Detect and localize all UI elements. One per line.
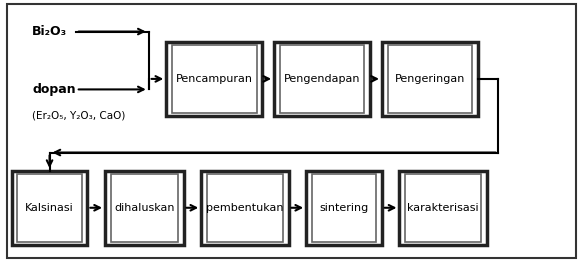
Text: (Er₂O₅, Y₂O₃, CaO): (Er₂O₅, Y₂O₃, CaO) (32, 111, 125, 121)
FancyBboxPatch shape (388, 45, 472, 113)
Text: Pengendapan: Pengendapan (284, 74, 360, 84)
FancyBboxPatch shape (7, 4, 576, 258)
Text: pembentukan: pembentukan (206, 203, 283, 213)
FancyBboxPatch shape (280, 45, 364, 113)
FancyBboxPatch shape (382, 42, 478, 116)
FancyBboxPatch shape (306, 171, 382, 245)
Text: sintering: sintering (319, 203, 368, 213)
FancyBboxPatch shape (405, 174, 481, 242)
Text: Pencampuran: Pencampuran (175, 74, 253, 84)
FancyBboxPatch shape (17, 174, 82, 242)
Text: Kalsinasi: Kalsinasi (25, 203, 74, 213)
Text: karakterisasi: karakterisasi (408, 203, 479, 213)
FancyBboxPatch shape (166, 42, 262, 116)
FancyBboxPatch shape (274, 42, 370, 116)
Text: dihaluskan: dihaluskan (114, 203, 174, 213)
FancyBboxPatch shape (207, 174, 283, 242)
FancyBboxPatch shape (172, 45, 257, 113)
FancyBboxPatch shape (105, 171, 184, 245)
FancyBboxPatch shape (312, 174, 376, 242)
FancyBboxPatch shape (12, 171, 87, 245)
Text: Bi₂O₃: Bi₂O₃ (32, 25, 67, 38)
Text: Pengeringan: Pengeringan (395, 74, 465, 84)
FancyBboxPatch shape (201, 171, 289, 245)
FancyBboxPatch shape (399, 171, 487, 245)
Text: dopan: dopan (32, 83, 76, 96)
FancyBboxPatch shape (111, 174, 178, 242)
